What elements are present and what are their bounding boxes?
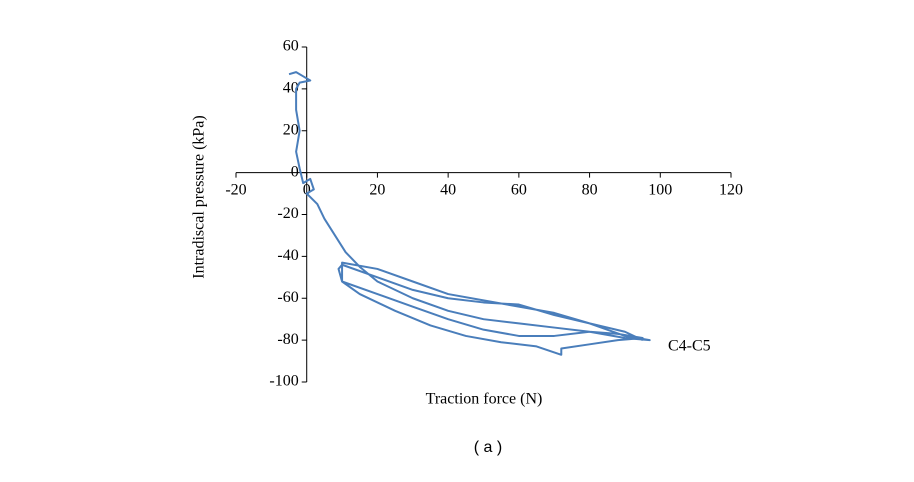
x-tick-label: -20 — [225, 181, 246, 198]
y-tick-label: -100 — [269, 373, 298, 390]
y-tick-label: 40 — [283, 80, 299, 97]
x-axis-label: Traction force (N) — [426, 391, 543, 408]
x-tick-label: 40 — [440, 181, 456, 198]
x-tick-label: 100 — [648, 181, 672, 198]
x-tick-label: 80 — [582, 181, 598, 198]
x-tick-label: 0 — [303, 181, 311, 198]
y-tick-label: -80 — [277, 331, 298, 348]
data-line — [288, 71, 651, 356]
y-axis-label: Intradiscal pressure (kPa) — [191, 115, 208, 279]
y-tick-label: -60 — [277, 289, 298, 306]
x-tick-label: 20 — [369, 181, 385, 198]
series-annotation: C4-C5 — [668, 338, 711, 355]
y-tick-label: -40 — [277, 247, 298, 264]
y-tick-label: 0 — [291, 163, 299, 180]
y-tick-label: 20 — [283, 121, 299, 138]
y-tick-label: -20 — [277, 205, 298, 222]
x-tick-label: 120 — [719, 181, 743, 198]
y-tick-label: 60 — [283, 38, 299, 55]
caption: ( a ) — [474, 439, 502, 456]
x-tick-label: 60 — [511, 181, 527, 198]
